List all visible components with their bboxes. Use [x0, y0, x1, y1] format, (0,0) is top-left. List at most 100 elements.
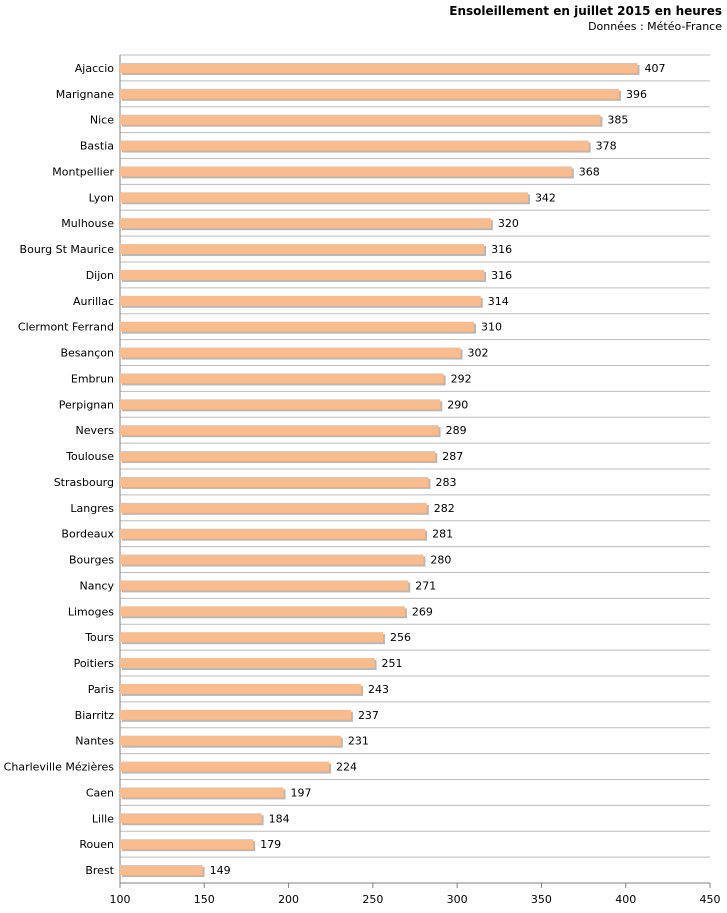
bar — [120, 787, 284, 798]
bar — [120, 658, 375, 669]
category-label: Caen — [86, 786, 114, 799]
bar — [120, 709, 351, 720]
data-label: 271 — [415, 579, 436, 592]
bar — [120, 632, 383, 643]
data-label: 237 — [358, 709, 379, 722]
bar — [120, 88, 619, 99]
bar — [120, 140, 589, 151]
data-label: 292 — [451, 372, 472, 385]
category-label: Charleville Mézières — [4, 761, 115, 774]
bar — [120, 839, 254, 850]
category-label: Nancy — [80, 579, 115, 592]
data-label: 269 — [412, 605, 433, 618]
bar — [120, 451, 436, 462]
data-label: 302 — [468, 347, 489, 360]
category-label: Nantes — [75, 735, 114, 748]
data-label: 290 — [447, 398, 468, 411]
data-label: 314 — [488, 295, 509, 308]
category-label: Poitiers — [74, 657, 115, 670]
data-label: 289 — [446, 424, 467, 437]
data-label: 231 — [348, 735, 369, 748]
category-label: Bourg St Maurice — [20, 243, 115, 256]
data-label: 287 — [442, 450, 463, 463]
category-label: Aurillac — [73, 295, 114, 308]
category-label: Bordeaux — [61, 528, 114, 541]
data-label: 243 — [368, 683, 389, 696]
data-label: 256 — [390, 631, 411, 644]
bar — [120, 425, 439, 436]
bar — [120, 476, 429, 487]
category-label: Biarritz — [75, 709, 115, 722]
bar — [120, 865, 203, 876]
bar — [120, 114, 601, 125]
category-label: Dijon — [86, 269, 114, 282]
x-tick-label: 200 — [278, 893, 299, 906]
data-label: 149 — [210, 864, 231, 877]
x-tick-label: 300 — [447, 893, 468, 906]
bar — [120, 166, 572, 177]
chart-subtitle: Données : Météo-France — [588, 20, 722, 33]
category-label: Nice — [90, 114, 114, 127]
category-label: Toulouse — [65, 450, 114, 463]
bar — [120, 295, 481, 306]
bar — [120, 735, 341, 746]
data-label: 310 — [481, 321, 502, 334]
bar — [120, 62, 638, 73]
bar — [120, 373, 444, 384]
category-label: Bourges — [69, 554, 114, 567]
bar — [120, 321, 474, 332]
category-label: Perpignan — [59, 398, 114, 411]
category-label: Limoges — [68, 605, 114, 618]
data-label: 368 — [579, 165, 600, 178]
category-label: Lyon — [89, 191, 114, 204]
data-label: 184 — [269, 812, 290, 825]
category-label: Rouen — [79, 838, 114, 851]
data-label: 385 — [607, 114, 628, 127]
category-label: Montpellier — [52, 165, 114, 178]
bar — [120, 244, 485, 255]
x-tick-label: 250 — [362, 893, 383, 906]
category-label: Strasbourg — [54, 476, 114, 489]
x-tick-label: 350 — [531, 893, 552, 906]
data-label: 378 — [596, 140, 617, 153]
x-tick-label: 100 — [110, 893, 131, 906]
x-tick-label: 450 — [700, 893, 721, 906]
category-label: Clermont Ferrand — [18, 321, 114, 334]
data-label: 282 — [434, 502, 455, 515]
category-label: Nevers — [75, 424, 114, 437]
data-label: 197 — [291, 786, 312, 799]
bar — [120, 580, 409, 591]
bar — [120, 218, 491, 229]
category-label: Langres — [70, 502, 114, 515]
x-tick-label: 150 — [194, 893, 215, 906]
category-label: Mulhouse — [61, 217, 114, 230]
category-label: Ajaccio — [75, 62, 114, 75]
bar — [120, 347, 461, 358]
chart-title: Ensoleillement en juillet 2015 en heures — [449, 4, 722, 18]
category-label: Tours — [84, 631, 114, 644]
category-label: Marignane — [56, 88, 114, 101]
data-label: 316 — [491, 269, 512, 282]
bar — [120, 554, 424, 565]
category-label: Lille — [92, 812, 114, 825]
bar — [120, 606, 405, 617]
category-label: Embrun — [71, 372, 114, 385]
data-label: 283 — [435, 476, 456, 489]
bar — [120, 269, 485, 280]
category-label: Brest — [85, 864, 114, 877]
bar — [120, 813, 262, 824]
category-label: Bastia — [80, 140, 114, 153]
bar — [120, 683, 362, 694]
data-label: 280 — [430, 554, 451, 567]
data-label: 224 — [336, 761, 357, 774]
data-label: 407 — [645, 62, 666, 75]
data-label: 251 — [382, 657, 403, 670]
category-label: Paris — [88, 683, 114, 696]
data-label: 281 — [432, 528, 453, 541]
bar — [120, 192, 528, 203]
data-label: 342 — [535, 191, 556, 204]
x-tick-label: 400 — [615, 893, 636, 906]
bar — [120, 761, 330, 772]
data-label: 316 — [491, 243, 512, 256]
